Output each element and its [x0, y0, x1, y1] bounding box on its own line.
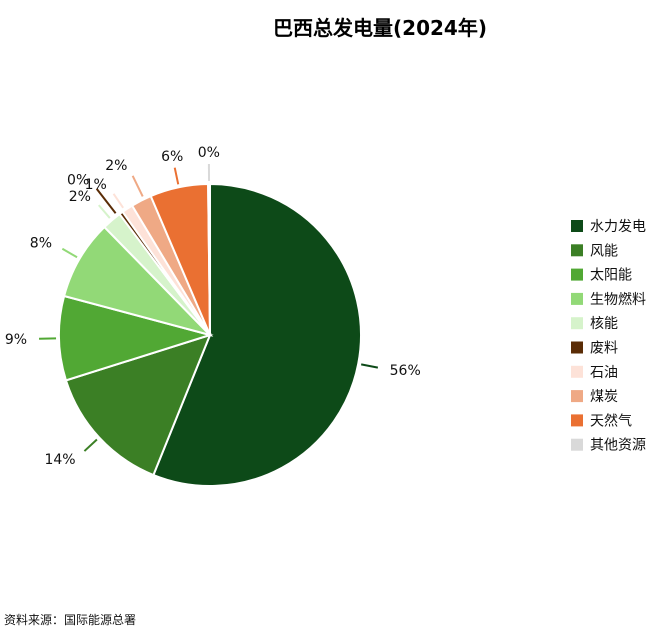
legend-label-5: 废料: [590, 341, 618, 357]
legend-swatch-4: [571, 317, 583, 330]
leader-line-5: [95, 188, 117, 214]
pie-slices: [58, 182, 362, 487]
pie-leader-lines: [39, 163, 379, 452]
legend-swatch-9: [571, 438, 583, 451]
leader-line-3: [61, 247, 78, 259]
value-label-8: 6%: [161, 149, 183, 165]
legend-label-3: 生物燃料: [590, 291, 646, 308]
legend-label-2: 太阳能: [590, 268, 632, 284]
leader-line-7: [131, 175, 144, 197]
source-note: 资料来源：国际能源总署: [4, 613, 137, 627]
leader-line-6: [112, 193, 124, 209]
legend-swatch-3: [571, 292, 583, 305]
value-label-2: 9%: [5, 332, 27, 348]
value-label-6: 1%: [85, 177, 107, 193]
value-label-1: 14%: [44, 452, 75, 468]
legend-label-7: 煤炭: [590, 389, 618, 405]
legend-label-6: 石油: [590, 365, 618, 381]
legend-swatch-1: [571, 244, 583, 257]
leader-line-8: [173, 167, 180, 185]
value-label-7: 2%: [105, 158, 127, 174]
pie-chart: 巴西总发电量(2024年) 56%14%9%8%2%0%1%2%6% 0% 水力发…: [5, 16, 646, 487]
value-label-0: 56%: [390, 363, 421, 379]
pie-value-labels: 56%14%9%8%2%0%1%2%6% 0%: [5, 145, 421, 468]
legend-swatch-8: [571, 414, 583, 427]
leader-line-4: [98, 204, 111, 219]
pie-slice-0: [152, 182, 362, 487]
pie-slice-9: [207, 182, 211, 336]
legend-swatch-2: [571, 268, 583, 281]
chart-title: 巴西总发电量(2024年): [273, 16, 487, 40]
legend-label-4: 核能: [590, 316, 618, 332]
leader-line-1: [83, 438, 98, 452]
legend-swatch-6: [571, 365, 583, 378]
legend-swatch-7: [571, 390, 583, 403]
value-label-3: 8%: [30, 236, 52, 252]
legend-label-8: 天然气: [590, 412, 632, 429]
pie-slice-2: [58, 294, 214, 382]
legend-swatch-0: [571, 220, 583, 232]
value-label-5: 0%: [67, 172, 89, 188]
legend-swatch-5: [571, 341, 583, 354]
value-label-4: 2%: [69, 189, 91, 205]
legend-label-9: 其他资源: [590, 438, 646, 454]
legend-label-0: 水力发电: [590, 219, 646, 235]
legend-label-1: 风能: [590, 243, 618, 259]
leader-line-0: [360, 363, 379, 369]
value-label-9: 0%: [198, 145, 220, 161]
